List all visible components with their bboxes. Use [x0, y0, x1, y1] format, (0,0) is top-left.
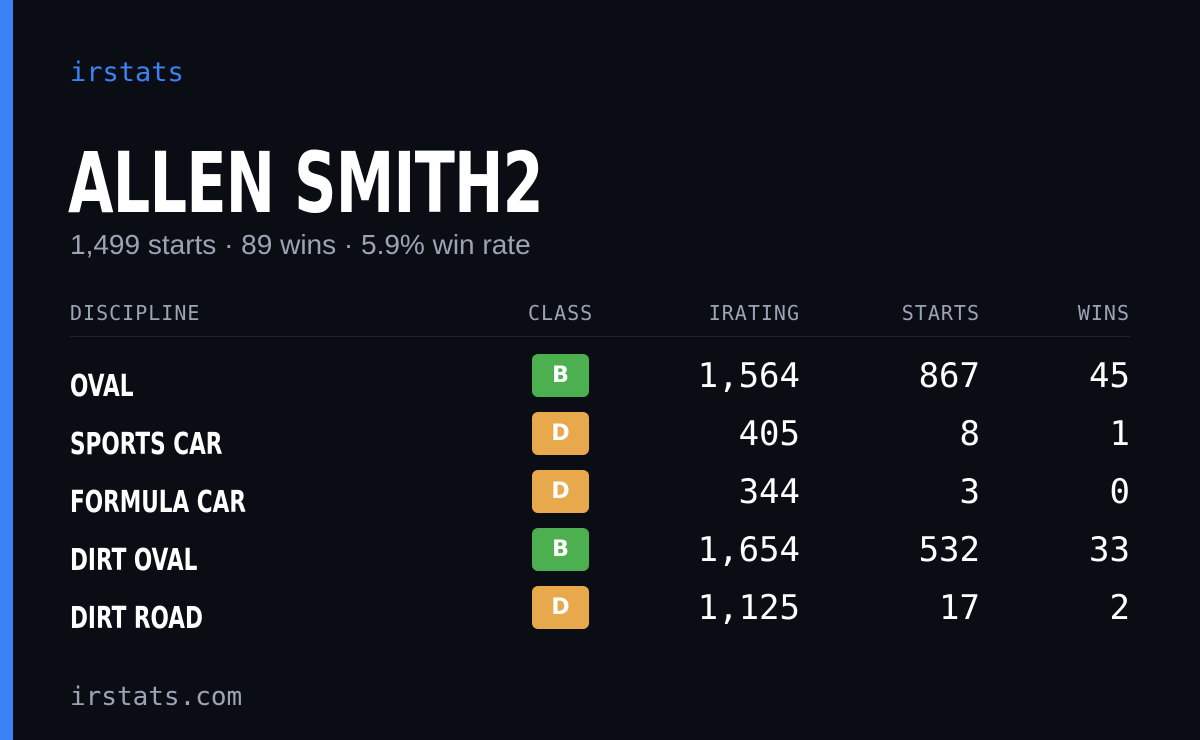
irating-value: 344 [738, 472, 800, 512]
footer-site-url: irstats.com [70, 682, 243, 712]
header-class: CLASS [528, 301, 594, 325]
table-row: DIRT ROAD D 1,125 17 2 [70, 586, 1130, 644]
wins-value: 2 [1109, 588, 1130, 628]
driver-name: ALLEN SMITH2 [68, 134, 544, 232]
starts-value: 17 [939, 588, 980, 628]
starts-value: 8 [959, 414, 980, 454]
starts-value: 867 [918, 356, 980, 396]
table-row: FORMULA CAR D 344 3 0 [70, 470, 1130, 528]
table-row: SPORTS CAR D 405 8 1 [70, 412, 1130, 470]
brand-logo: irstats [70, 57, 184, 88]
irating-value: 405 [738, 414, 800, 454]
accent-bar [0, 0, 13, 740]
license-class-badge: D [532, 412, 589, 455]
driver-summary: 1,499 starts · 89 wins · 5.9% win rate [70, 229, 531, 260]
irating-value: 1,564 [697, 356, 800, 396]
license-class-badge: B [532, 354, 589, 397]
table-body: OVAL B 1,564 867 45 SPORTS CAR D 405 8 1… [70, 354, 1130, 644]
license-class-badge: D [532, 470, 589, 513]
starts-value: 532 [918, 530, 980, 570]
discipline-name: DIRT ROAD [70, 601, 203, 636]
starts-value: 3 [959, 472, 980, 512]
discipline-name: FORMULA CAR [70, 485, 246, 520]
header-irating: IRATING [708, 301, 800, 325]
wins-value: 45 [1089, 356, 1130, 396]
header-discipline: DISCIPLINE [70, 301, 201, 325]
table-row: DIRT OVAL B 1,654 532 33 [70, 528, 1130, 586]
wins-value: 1 [1109, 414, 1130, 454]
header-wins: WINS [1077, 301, 1130, 325]
wins-value: 33 [1089, 530, 1130, 570]
irating-value: 1,125 [697, 588, 800, 628]
license-class-badge: D [532, 586, 589, 629]
irating-value: 1,654 [697, 530, 800, 570]
table-row: OVAL B 1,564 867 45 [70, 354, 1130, 412]
discipline-name: SPORTS CAR [70, 427, 223, 462]
discipline-name: DIRT OVAL [70, 543, 198, 578]
table-header: DISCIPLINE CLASS IRATING STARTS WINS [70, 296, 1130, 337]
license-class-badge: B [532, 528, 589, 571]
header-starts: STARTS [901, 301, 980, 325]
stats-table: DISCIPLINE CLASS IRATING STARTS WINS OVA… [70, 296, 1130, 644]
wins-value: 0 [1109, 472, 1130, 512]
discipline-name: OVAL [70, 369, 134, 404]
